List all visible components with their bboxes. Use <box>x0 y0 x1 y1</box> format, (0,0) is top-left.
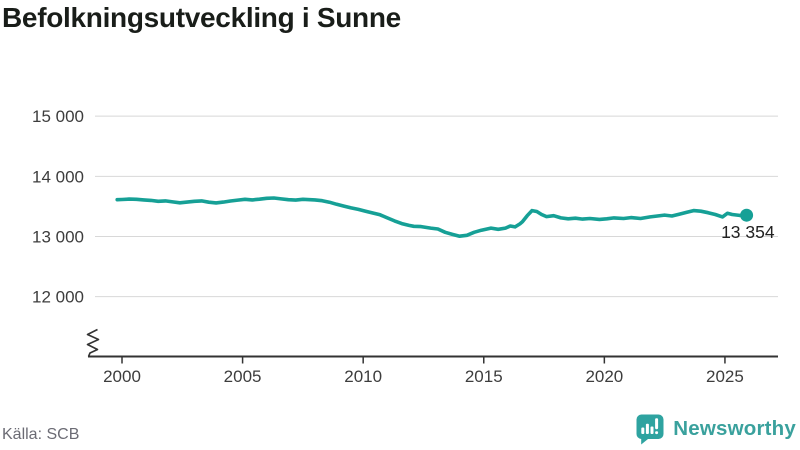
series-group: 13 354 <box>115 196 775 242</box>
newsworthy-logo: Newsworthy <box>635 413 796 445</box>
newsworthy-logo-text: Newsworthy <box>673 417 796 440</box>
x-tick-label: 2025 <box>706 367 744 386</box>
y-tick-label: 15 000 <box>32 107 84 126</box>
gridlines-group: 15 000 14 000 13 000 12 000 <box>32 107 778 307</box>
last-point-dot <box>740 208 754 222</box>
y-tick-label: 12 000 <box>32 288 84 307</box>
x-tick-label: 2015 <box>465 367 503 386</box>
source-text: Källa: SCB <box>2 426 80 443</box>
x-tick-label: 2020 <box>585 367 623 386</box>
speech-bubble-shape <box>636 414 664 445</box>
x-tick-label: 2010 <box>344 367 382 386</box>
chart-title: Befolkningsutveckling i Sunne <box>2 2 401 33</box>
last-point-label: 13 354 <box>721 222 775 242</box>
y-axis-break-icon <box>86 328 100 357</box>
axis-group: 2000 2005 2010 2015 2020 2025 <box>88 355 778 386</box>
x-tick-label: 2005 <box>224 367 262 386</box>
bar-chart-exclamation-glyph <box>641 418 659 435</box>
y-tick-label: 13 000 <box>32 228 84 247</box>
newsworthy-logo-icon <box>636 414 664 445</box>
x-tick-label: 2000 <box>103 367 141 386</box>
population-line <box>115 196 749 238</box>
y-tick-label: 14 000 <box>32 167 84 186</box>
